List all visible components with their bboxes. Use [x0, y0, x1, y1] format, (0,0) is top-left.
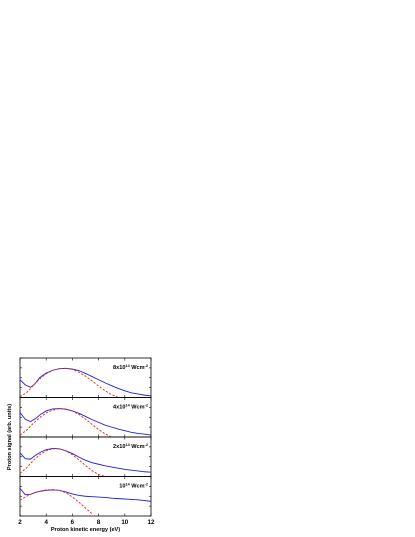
panel-label-unit: Wcm: [130, 405, 145, 411]
panel-label-base: 4x10: [113, 405, 125, 411]
panel-4: 1014 Wcm-2: [19, 476, 152, 517]
panel-label-exp: 14: [125, 482, 130, 486]
panel-frame: [19, 397, 152, 438]
panel-1: 8x1014 Wcm-2: [19, 357, 152, 398]
x-tick-label: 4: [44, 519, 48, 526]
panel-label: 8x1014 Wcm-2: [113, 364, 148, 371]
panel-label-exp: 14: [125, 364, 130, 368]
panel-label-exp: 14: [125, 443, 130, 447]
measured-curve: [19, 367, 152, 397]
x-tick-label: 2: [18, 519, 22, 526]
x-tick-label: 8: [97, 519, 101, 526]
x-tick-label: 10: [121, 519, 128, 526]
panel-label-unit-exp: -2: [145, 403, 148, 407]
fit-curve: [19, 408, 112, 438]
x-tick-label: 12: [148, 519, 155, 526]
x-axis-title: Proton kinetic energy (eV): [51, 527, 120, 533]
panel-label-unit-exp: -2: [145, 482, 148, 486]
panel-label-unit: Wcm: [130, 444, 145, 450]
panel-label: 2x1014 Wcm-2: [113, 443, 148, 450]
x-axis: 2 4 6 8 10 12: [18, 519, 155, 526]
panel-label-exp: 14: [125, 403, 130, 407]
panel-label-unit: Wcm: [130, 484, 145, 490]
measured-curve: [19, 488, 152, 502]
fit-curve: [19, 448, 106, 477]
measured-curve: [19, 447, 152, 473]
panel-label-unit-exp: -2: [145, 443, 148, 447]
x-tick-label: 6: [71, 519, 75, 526]
measured-curve: [19, 408, 152, 436]
panel-label-base: 2x10: [113, 444, 125, 450]
panel-2: 4x1014 Wcm-2: [19, 397, 152, 438]
panel-label: 1014 Wcm-2: [119, 482, 148, 489]
fit-curve: [19, 489, 93, 514]
panel-label-unit-exp: -2: [145, 364, 148, 368]
panel-label-base: 10: [119, 484, 125, 490]
panel-label-unit: Wcm: [130, 365, 145, 371]
fit-curve: [19, 367, 119, 398]
panel-label: 4x1014 Wcm-2: [113, 403, 148, 410]
panel-label-base: 8x10: [113, 365, 125, 371]
y-axis-title: Proton signal (arb. units): [7, 404, 13, 470]
panel-3: 2x1014 Wcm-2: [19, 436, 152, 477]
